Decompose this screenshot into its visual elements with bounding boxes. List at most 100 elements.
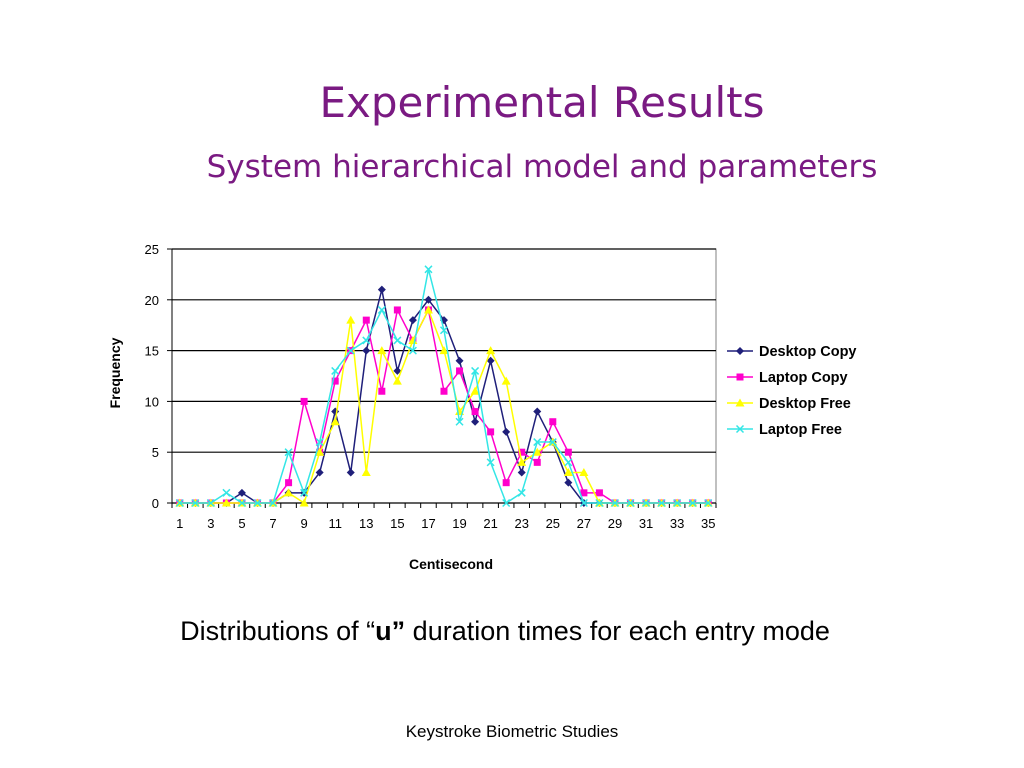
data-point-desktop-free [517, 457, 527, 466]
x-marker-stroke [595, 498, 604, 508]
y-axis-title: Frequency [107, 337, 123, 408]
legend-label-laptop-free: Laptop Free [759, 422, 842, 438]
x-marker-stroke [642, 498, 651, 508]
series-line-desktop-free [179, 309, 709, 504]
x-tick-label: 9 [300, 516, 307, 531]
y-tick-label: 15 [145, 344, 159, 359]
y-tick-label: 10 [145, 394, 159, 409]
data-point-laptop-free [408, 346, 417, 355]
data-point-laptop-free [175, 498, 184, 508]
data-point-laptop-free [704, 498, 713, 508]
data-point-laptop-free [595, 498, 604, 508]
data-point-laptop-free [315, 438, 324, 447]
x-marker-stroke [533, 438, 542, 447]
data-point-laptop-free [346, 346, 355, 355]
data-point-desktop-copy [331, 407, 340, 416]
data-point-desktop-copy [424, 295, 433, 304]
data-point-laptop-free [439, 326, 449, 335]
legend-marker-laptop-free [735, 424, 745, 434]
data-point-laptop-free [502, 498, 511, 508]
data-point-desktop-free [423, 305, 433, 314]
data-point-laptop-free [253, 498, 262, 508]
data-point-desktop-free [532, 447, 542, 456]
data-point-desktop-free [221, 498, 231, 507]
x-marker-stroke [393, 336, 402, 345]
data-point-laptop-free [284, 448, 293, 457]
data-point-desktop-free [439, 346, 449, 355]
data-point-desktop-copy [237, 488, 246, 497]
x-marker-stroke [175, 498, 184, 508]
data-point-laptop-copy [580, 489, 588, 497]
series-layer [175, 265, 713, 508]
data-point-desktop-copy [502, 427, 511, 436]
x-tick-label: 3 [207, 516, 214, 531]
y-tick-label: 20 [145, 293, 159, 308]
x-tick-label: 15 [390, 516, 404, 531]
series-laptop-copy [176, 306, 712, 507]
data-point-desktop-free [501, 376, 511, 385]
data-point-desktop-free [361, 468, 371, 477]
x-marker-stroke [735, 424, 745, 434]
x-tick-label: 1 [176, 516, 183, 531]
data-point-laptop-free [657, 498, 666, 508]
data-point-desktop-copy [564, 478, 573, 487]
slide-footer: Keystroke Biometric Studies [405, 722, 619, 741]
data-point-desktop-free [470, 386, 480, 395]
caption-highlight: u” [375, 616, 406, 646]
x-tick-label: 35 [701, 516, 715, 531]
data-point-desktop-free [486, 346, 496, 355]
data-point-laptop-free [642, 498, 651, 508]
data-point-laptop-free [206, 498, 215, 508]
data-point-laptop-copy [502, 479, 510, 487]
x-tick-label: 23 [514, 516, 528, 531]
data-point-laptop-copy [518, 448, 526, 456]
x-marker-stroke [626, 498, 635, 508]
x-marker-stroke [408, 346, 417, 355]
data-point-desktop-copy [486, 356, 495, 365]
data-point-desktop-copy [377, 285, 386, 294]
data-point-laptop-free [455, 417, 464, 426]
series-line-laptop-copy [179, 309, 709, 504]
data-point-laptop-free [393, 336, 402, 345]
x-marker-stroke [502, 498, 511, 508]
x-marker-stroke [237, 498, 246, 508]
data-point-desktop-copy [315, 468, 324, 477]
data-point-desktop-free [330, 417, 340, 426]
data-point-desktop-copy [346, 468, 355, 477]
x-marker-stroke [579, 498, 588, 508]
data-point-desktop-copy [533, 407, 542, 416]
x-tick-label: 29 [608, 516, 622, 531]
x-tick-label: 25 [546, 516, 560, 531]
x-marker-stroke [688, 498, 697, 508]
x-marker-stroke [331, 366, 340, 375]
legend-label-laptop-copy: Laptop Copy [759, 370, 848, 386]
data-point-laptop-copy [471, 408, 479, 416]
data-point-laptop-free [688, 498, 697, 508]
x-tick-label: 13 [359, 516, 373, 531]
data-point-desktop-copy [471, 417, 480, 426]
x-marker-stroke [191, 498, 200, 508]
data-point-laptop-copy [393, 306, 401, 314]
data-point-laptop-free [517, 488, 526, 497]
data-point-laptop-copy [440, 387, 448, 395]
data-point-desktop-copy [393, 366, 402, 375]
data-point-laptop-free [471, 366, 480, 375]
data-point-laptop-copy [300, 397, 308, 405]
x-tick-label: 7 [269, 516, 276, 531]
data-point-desktop-free [284, 488, 294, 497]
x-marker-stroke [517, 488, 526, 497]
x-marker-stroke [424, 265, 433, 274]
x-marker-stroke [704, 498, 713, 508]
data-point-desktop-free [377, 346, 387, 355]
data-point-laptop-copy [378, 387, 386, 395]
data-point-desktop-free [563, 468, 573, 477]
data-point-desktop-free [579, 468, 589, 477]
data-point-laptop-free [377, 305, 386, 314]
x-tick-label: 5 [238, 516, 245, 531]
data-point-desktop-copy [362, 346, 371, 355]
x-tick-label: 21 [483, 516, 497, 531]
caption-prefix: Distributions of “ [180, 616, 376, 646]
x-marker-stroke [486, 458, 495, 467]
x-tick-label: 27 [577, 516, 591, 531]
chart-legend: Desktop Copy Laptop Copy Desktop Free Lapto… [727, 344, 857, 438]
